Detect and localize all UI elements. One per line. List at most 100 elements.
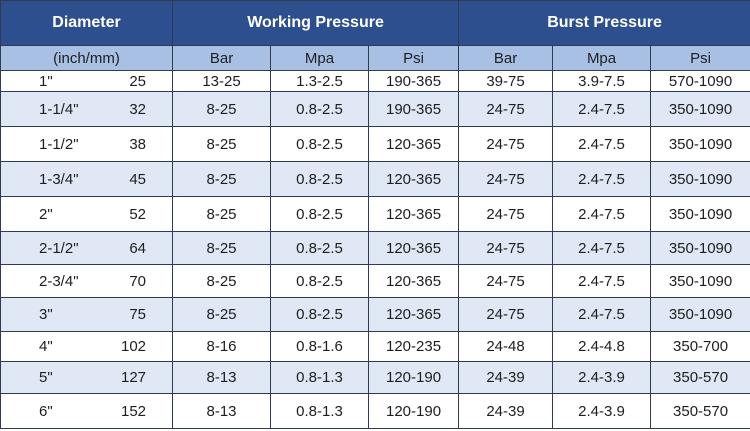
- diameter-inch: 2-3/4": [0, 264, 94, 298]
- pressure-cell: 120-190: [368, 361, 460, 394]
- table-row: 5" 127 8-13 0.8-1.3 120-190 24-39 2.4-3.9 350-5…: [0, 361, 750, 394]
- diameter-mm: 38: [93, 126, 174, 162]
- group-header: Diameter: [0, 0, 174, 46]
- diameter-inch: 2": [0, 196, 94, 232]
- table-body: 1" 25 13-25 1.3-2.5 190-365 39-75 3.9-7.5 570-1…: [0, 70, 750, 429]
- sub-header: Psi: [368, 45, 460, 71]
- pressure-cell: 0.8-2.5: [270, 91, 370, 127]
- pressure-cell: 350-1090: [650, 91, 750, 127]
- pressure-cell: 13-25: [172, 70, 272, 92]
- pressure-cell: 570-1090: [650, 70, 750, 92]
- pressure-cell: 8-25: [172, 231, 272, 265]
- pressure-cell: 350-1090: [650, 161, 750, 197]
- pressure-cell: 8-13: [172, 393, 272, 429]
- pressure-cell: 1.3-2.5: [270, 70, 370, 92]
- pressure-cell: 190-365: [368, 70, 460, 92]
- table-row: 1-1/2" 38 8-25 0.8-2.5 120-365 24-75 2.4-7.5 35…: [0, 126, 750, 162]
- diameter-inch: 1": [0, 70, 94, 92]
- pressure-cell: 24-39: [458, 361, 554, 394]
- pressure-cell: 2.4-7.5: [552, 297, 652, 332]
- pressure-cell: 39-75: [458, 70, 554, 92]
- pressure-cell: 190-365: [368, 91, 460, 127]
- pressure-cell: 350-1090: [650, 264, 750, 298]
- pressure-cell: 24-75: [458, 231, 554, 265]
- table-row: 1-1/4" 32 8-25 0.8-2.5 190-365 24-75 2.4-7.5 35…: [0, 91, 750, 127]
- diameter-mm: 25: [93, 70, 174, 92]
- pressure-cell: 2.4-7.5: [552, 91, 652, 127]
- table-row: 2-3/4" 70 8-25 0.8-2.5 120-365 24-75 2.4-7.5 35…: [0, 264, 750, 298]
- group-header-row: Diameter Working Pressure Burst Pressure: [0, 0, 750, 46]
- diameter-inch: 6": [0, 393, 94, 429]
- sub-header: Bar: [458, 45, 554, 71]
- pressure-cell: 0.8-2.5: [270, 161, 370, 197]
- pressure-cell: 8-25: [172, 161, 272, 197]
- pressure-cell: 120-365: [368, 196, 460, 232]
- pressure-cell: 2.4-3.9: [552, 361, 652, 394]
- pressure-cell: 24-75: [458, 126, 554, 162]
- pressure-cell: 120-365: [368, 297, 460, 332]
- pressure-cell: 0.8-1.3: [270, 361, 370, 394]
- sub-header: (inch/mm): [0, 45, 174, 71]
- pressure-cell: 350-1090: [650, 126, 750, 162]
- pressure-cell: 8-25: [172, 196, 272, 232]
- pressure-cell: 120-365: [368, 264, 460, 298]
- pressure-cell: 120-365: [368, 231, 460, 265]
- table-row: 1-3/4" 45 8-25 0.8-2.5 120-365 24-75 2.4-7.5 35…: [0, 161, 750, 197]
- pressure-cell: 24-75: [458, 161, 554, 197]
- pressure-cell: 24-75: [458, 196, 554, 232]
- pressure-cell: 24-39: [458, 393, 554, 429]
- pressure-cell: 24-48: [458, 331, 554, 362]
- table-header: Diameter Working Pressure Burst Pressure (i…: [0, 0, 750, 71]
- pressure-cell: 120-365: [368, 126, 460, 162]
- diameter-inch: 3": [0, 297, 94, 332]
- diameter-mm: 70: [93, 264, 174, 298]
- pressure-cell: 120-190: [368, 393, 460, 429]
- pressure-cell: 350-570: [650, 393, 750, 429]
- pressure-cell: 8-25: [172, 297, 272, 332]
- pressure-cell: 3.9-7.5: [552, 70, 652, 92]
- diameter-mm: 127: [93, 361, 174, 394]
- diameter-mm: 45: [93, 161, 174, 197]
- table-row: 2-1/2" 64 8-25 0.8-2.5 120-365 24-75 2.4-7.5 35…: [0, 231, 750, 265]
- pressure-cell: 2.4-3.9: [552, 393, 652, 429]
- pressure-cell: 0.8-1.3: [270, 393, 370, 429]
- diameter-mm: 75: [93, 297, 174, 332]
- table-row: 4" 102 8-16 0.8-1.6 120-235 24-48 2.4-4.8 350-7…: [0, 331, 750, 362]
- diameter-inch: 4": [0, 331, 94, 362]
- diameter-mm: 152: [93, 393, 174, 429]
- pressure-cell: 2.4-4.8: [552, 331, 652, 362]
- pressure-cell: 120-235: [368, 331, 460, 362]
- diameter-mm: 32: [93, 91, 174, 127]
- pressure-cell: 8-25: [172, 91, 272, 127]
- sub-header-row: (inch/mm) Bar Mpa Psi Bar Mpa Psi: [0, 45, 750, 71]
- pressure-cell: 350-1090: [650, 231, 750, 265]
- pressure-cell: 2.4-7.5: [552, 126, 652, 162]
- pressure-cell: 0.8-2.5: [270, 231, 370, 265]
- pressure-cell: 0.8-2.5: [270, 126, 370, 162]
- diameter-inch: 1-1/2": [0, 126, 94, 162]
- diameter-inch: 5": [0, 361, 94, 394]
- sub-header: Psi: [650, 45, 750, 71]
- group-header: Burst Pressure: [458, 0, 750, 46]
- group-header: Working Pressure: [172, 0, 460, 46]
- diameter-inch: 1-1/4": [0, 91, 94, 127]
- table-row: 6" 152 8-13 0.8-1.3 120-190 24-39 2.4-3.9 350-5…: [0, 393, 750, 429]
- pressure-cell: 0.8-2.5: [270, 297, 370, 332]
- diameter-mm: 102: [93, 331, 174, 362]
- diameter-inch: 2-1/2": [0, 231, 94, 265]
- table-row: 2" 52 8-25 0.8-2.5 120-365 24-75 2.4-7.5 350-10…: [0, 196, 750, 232]
- pressure-cell: 350-700: [650, 331, 750, 362]
- table-row: 3" 75 8-25 0.8-2.5 120-365 24-75 2.4-7.5 350-10…: [0, 297, 750, 332]
- pressure-cell: 0.8-2.5: [270, 196, 370, 232]
- pressure-cell: 24-75: [458, 297, 554, 332]
- table-row: 1" 25 13-25 1.3-2.5 190-365 39-75 3.9-7.5 570-1…: [0, 70, 750, 92]
- pressure-cell: 8-16: [172, 331, 272, 362]
- pressure-cell: 0.8-1.6: [270, 331, 370, 362]
- pressure-cell: 2.4-7.5: [552, 231, 652, 265]
- pressure-cell: 8-25: [172, 126, 272, 162]
- pressure-cell: 8-13: [172, 361, 272, 394]
- pressure-cell: 0.8-2.5: [270, 264, 370, 298]
- pressure-cell: 8-25: [172, 264, 272, 298]
